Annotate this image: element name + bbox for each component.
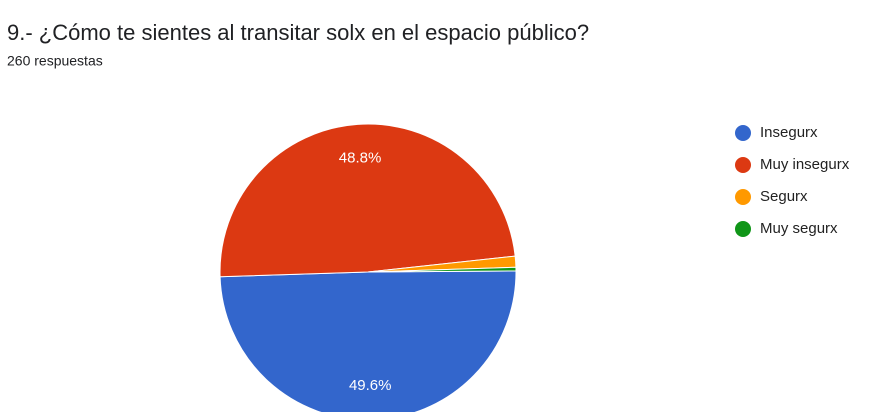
value-label: 49.6%: [349, 377, 392, 394]
legend-label: Muy insegurx: [760, 156, 850, 173]
legend-label: Segurx: [760, 188, 808, 205]
legend-swatch: [735, 157, 751, 173]
legend-swatch: [735, 125, 751, 141]
legend-swatch: [735, 189, 751, 205]
chart-subtitle: 260 respuestas: [7, 53, 103, 69]
pie-slice: [219, 123, 516, 278]
legend-label: Muy segurx: [760, 220, 838, 237]
value-label: 48.8%: [339, 149, 382, 166]
legend-label: Insegurx: [760, 124, 818, 141]
legend-swatch: [735, 221, 751, 237]
pie-slice: [367, 266, 517, 273]
pie-slice: [219, 270, 517, 412]
chart-title: 9.- ¿Cómo te sientes al transitar solx e…: [7, 20, 589, 45]
